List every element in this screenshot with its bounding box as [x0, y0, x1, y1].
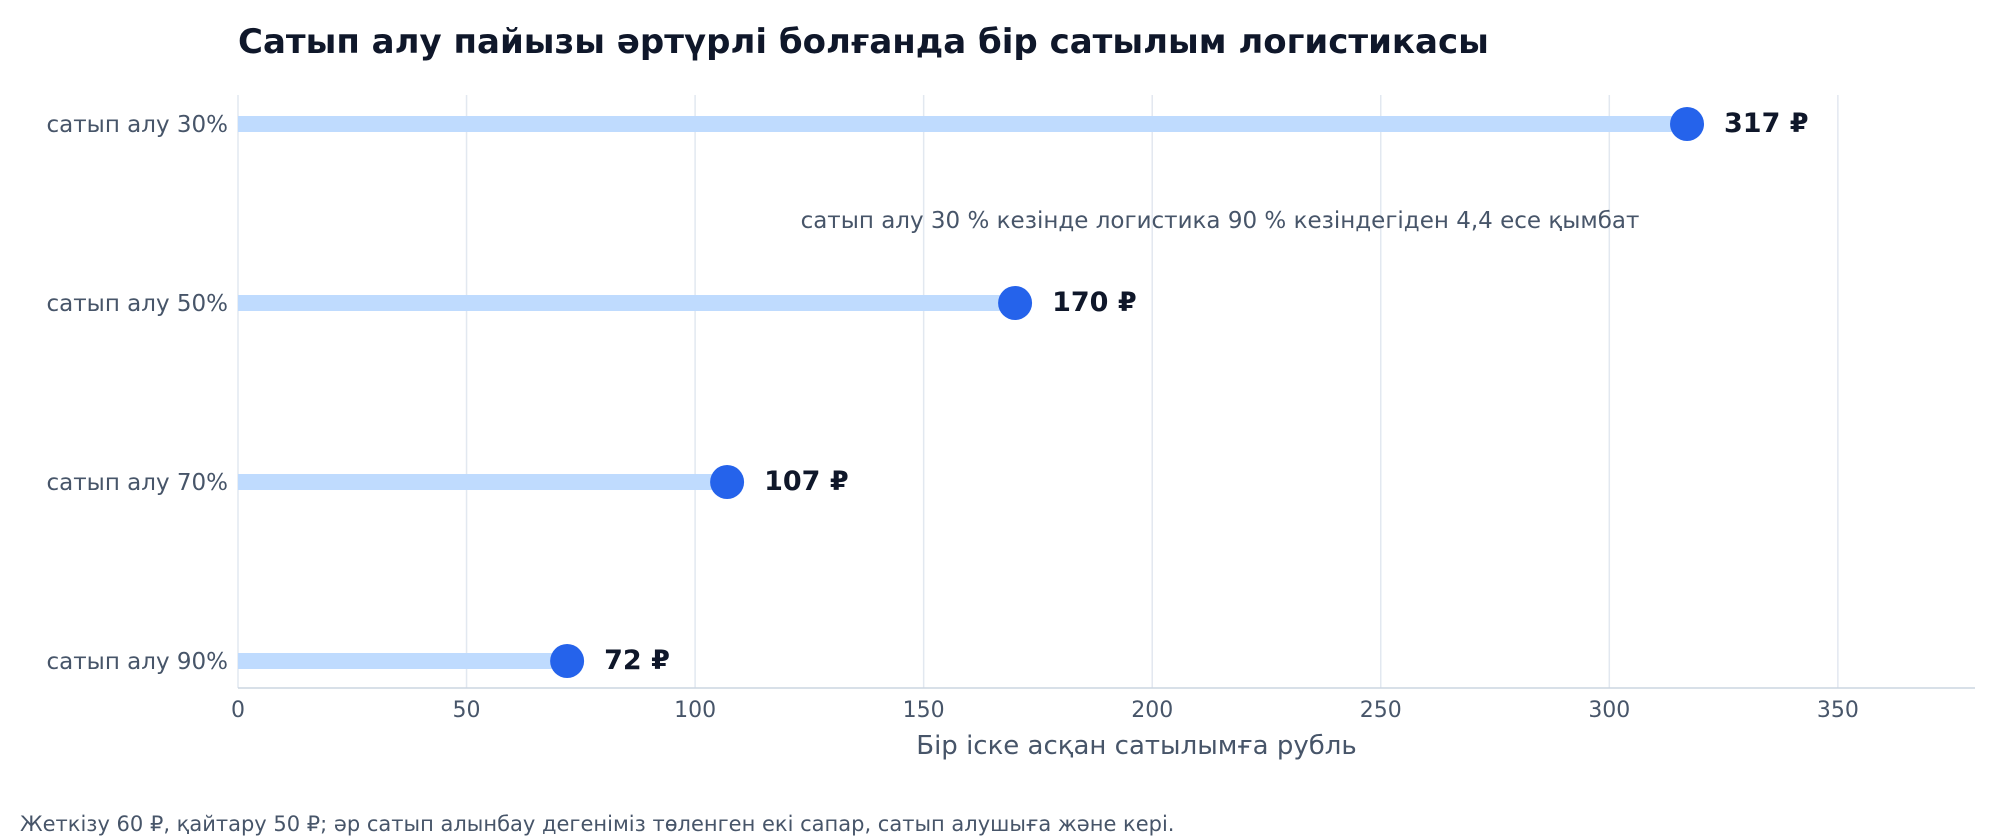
data-points: [550, 107, 1705, 678]
x-tick-label: 0: [231, 698, 245, 723]
category-label: сатып алу 90%: [47, 649, 228, 675]
category-label: сатып алу 50%: [47, 291, 228, 317]
value-label: 107 ₽: [764, 466, 849, 497]
category-label: сатып алу 70%: [47, 470, 228, 496]
data-point: [998, 286, 1033, 320]
data-point: [550, 644, 585, 678]
value-label: 317 ₽: [1724, 108, 1809, 139]
category-labels: сатып алу 30% сатып алу 50% сатып алу 70% с…: [47, 112, 228, 675]
footnote: Жеткізу 60 ₽, қайтару 50 ₽; әр сатып алы…: [20, 812, 1175, 836]
data-point: [1670, 107, 1705, 141]
category-label: сатып алу 30%: [47, 112, 228, 138]
value-label: 72 ₽: [604, 645, 670, 676]
x-tick-label: 150: [903, 698, 945, 723]
x-tick-label: 100: [674, 698, 716, 723]
x-tick-label: 250: [1360, 698, 1402, 723]
grid-lines: [237, 95, 1839, 688]
x-axis-label: Бір іске асқан сатылымға рубль: [916, 731, 1357, 761]
x-tick-label: 350: [1817, 698, 1859, 723]
data-point: [710, 465, 745, 499]
x-tick-label: 300: [1588, 698, 1630, 723]
x-tick-label: 50: [453, 698, 481, 723]
stems: [238, 116, 1688, 669]
chart-title: Сатып алу пайызы әртүрлі болғанда бір са…: [238, 22, 1489, 62]
value-label: 170 ₽: [1052, 287, 1137, 318]
x-tick-label: 200: [1131, 698, 1173, 723]
value-labels: 317 ₽ 170 ₽ 107 ₽ 72 ₽: [604, 108, 1808, 676]
x-tick-labels: 0 50 100 150 200 250 300 350: [231, 698, 1859, 723]
annotation: сатып алу 30 % кезінде логистика 90 % ке…: [801, 208, 1640, 234]
